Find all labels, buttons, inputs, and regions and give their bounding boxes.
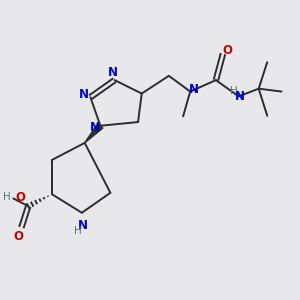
- Text: H: H: [3, 192, 11, 202]
- Text: H: H: [230, 86, 238, 96]
- Text: N: N: [189, 83, 199, 96]
- Text: N: N: [108, 67, 118, 80]
- Text: N: N: [78, 219, 88, 232]
- Text: N: N: [235, 90, 244, 103]
- Text: O: O: [14, 230, 23, 243]
- Text: N: N: [90, 121, 100, 134]
- Text: O: O: [222, 44, 232, 57]
- Text: O: O: [16, 190, 26, 204]
- Polygon shape: [85, 123, 103, 143]
- Text: H: H: [74, 226, 81, 236]
- Text: N: N: [79, 88, 89, 101]
